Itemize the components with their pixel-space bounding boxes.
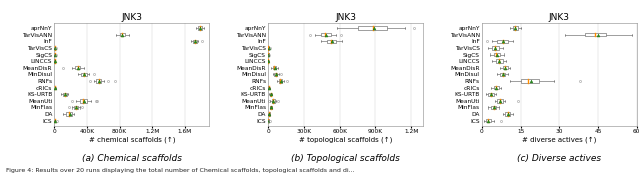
Bar [270,93,271,96]
Bar [493,53,500,56]
Bar [326,40,336,43]
Bar [272,99,275,103]
Bar [502,66,508,69]
Bar [505,112,510,116]
Bar [520,79,539,83]
Bar [500,73,505,76]
Bar [120,33,125,36]
Bar [74,106,78,109]
Bar [75,66,81,69]
Bar [198,26,202,30]
Bar [274,73,277,76]
Bar [80,99,88,103]
Bar [497,40,508,43]
Bar [513,26,518,30]
Bar [279,79,282,83]
Bar [493,86,499,89]
Bar [488,93,493,96]
X-axis label: # diverse actives (↑): # diverse actives (↑) [522,136,596,143]
Bar [496,60,502,63]
Bar [358,26,387,30]
X-axis label: # topological scaffolds (↑): # topological scaffolds (↑) [299,136,392,143]
Bar [66,112,72,116]
Bar [492,46,499,50]
Bar [270,106,271,109]
Bar [193,40,196,43]
Bar [321,33,331,36]
Title: JNK3: JNK3 [335,13,356,22]
Text: (c) Diverse actives: (c) Diverse actives [517,154,602,163]
Bar [81,73,86,76]
Title: JNK3: JNK3 [549,13,570,22]
X-axis label: # chemical scaffolds (↑): # chemical scaffolds (↑) [88,136,175,143]
Bar [97,79,101,83]
Text: (b) Topological scaffolds: (b) Topological scaffolds [291,154,400,163]
Bar [63,93,67,96]
Text: (a) Chemical scaffolds: (a) Chemical scaffolds [82,154,182,163]
Bar [585,33,606,36]
Bar [491,106,496,109]
Text: Figure 4: Results over 20 runs displaying the total number of Chemical scaffolds: Figure 4: Results over 20 runs displayin… [6,168,355,173]
Title: JNK3: JNK3 [122,13,142,22]
Bar [497,99,502,103]
Bar [273,66,276,69]
Bar [486,119,491,122]
